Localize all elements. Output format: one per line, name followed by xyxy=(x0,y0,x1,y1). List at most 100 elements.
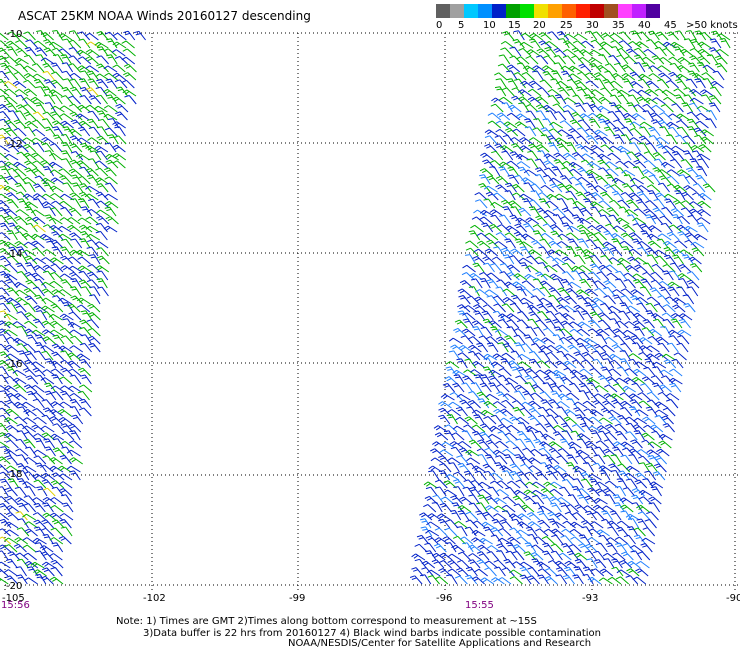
wind-barb xyxy=(6,465,20,473)
wind-barb xyxy=(513,273,528,281)
wind-barb xyxy=(15,209,30,217)
wind-barb xyxy=(97,286,109,297)
wind-barb xyxy=(567,441,582,449)
wind-barb xyxy=(608,368,622,377)
wind-barb xyxy=(0,88,10,97)
wind-barb xyxy=(539,79,553,89)
wind-barb xyxy=(645,345,660,353)
wind-barb xyxy=(580,471,594,481)
wind-barb xyxy=(666,399,679,409)
wind-barb xyxy=(659,126,671,137)
wind-barb xyxy=(13,119,27,129)
wind-barb xyxy=(22,537,37,545)
wind-barb xyxy=(603,119,617,129)
wind-barb xyxy=(603,558,615,569)
wind-barb xyxy=(96,278,108,289)
wind-barb xyxy=(502,296,517,305)
wind-barb xyxy=(548,447,562,457)
wind-barb xyxy=(493,408,507,417)
wind-barb xyxy=(539,391,553,401)
wind-barb xyxy=(658,72,672,81)
wind-barb xyxy=(596,328,610,337)
wind-barb xyxy=(549,488,564,497)
wind-barb xyxy=(49,416,63,425)
wind-barb xyxy=(438,414,451,425)
wind-barb xyxy=(588,57,603,65)
wind-barb xyxy=(426,569,441,577)
wind-barb xyxy=(0,400,11,409)
wind-barb xyxy=(498,54,511,65)
wind-barb xyxy=(486,272,501,281)
wind-barb xyxy=(50,105,65,113)
wind-barb xyxy=(496,391,509,401)
wind-barb xyxy=(449,441,464,449)
wind-barb xyxy=(14,182,27,193)
wind-barb xyxy=(80,286,93,297)
wind-barb xyxy=(584,302,596,313)
wind-barb xyxy=(15,110,27,121)
wind-barb xyxy=(502,134,515,145)
wind-barb xyxy=(674,240,688,249)
wind-barb xyxy=(488,223,502,233)
wind-barb xyxy=(498,367,512,377)
wind-barb xyxy=(478,183,491,193)
wind-barb xyxy=(482,256,496,265)
wind-barb xyxy=(461,328,476,337)
wind-barb xyxy=(457,288,471,297)
wind-barb xyxy=(122,48,136,57)
wind-barb xyxy=(465,574,478,585)
wind-barb xyxy=(660,326,672,337)
wind-barb xyxy=(689,88,703,97)
wind-barb xyxy=(657,182,670,193)
wind-barb xyxy=(0,160,11,169)
wind-barb xyxy=(502,288,516,297)
wind-barb xyxy=(679,249,694,257)
legend-label: 0 xyxy=(436,20,443,31)
wind-barb xyxy=(567,281,582,289)
wind-barb xyxy=(552,318,565,329)
wind-barb xyxy=(601,32,615,41)
wind-barb xyxy=(0,232,11,241)
wind-barb xyxy=(0,432,11,441)
wind-barb xyxy=(472,262,485,273)
wind-barb xyxy=(562,262,575,273)
wind-barb xyxy=(58,289,72,297)
wind-barb xyxy=(445,361,460,369)
wind-barb xyxy=(15,231,28,241)
wind-barb xyxy=(553,326,566,337)
wind-barb xyxy=(486,175,500,185)
wind-barb xyxy=(41,288,55,297)
wind-barb xyxy=(551,534,564,545)
wind-barb xyxy=(60,54,72,65)
wind-barb xyxy=(623,174,636,185)
wind-barb xyxy=(630,289,645,297)
wind-barb xyxy=(566,392,580,401)
wind-barb xyxy=(434,543,447,553)
wind-barb xyxy=(645,302,658,313)
wind-barb xyxy=(638,455,651,465)
wind-barb xyxy=(502,31,515,41)
wind-barb xyxy=(527,88,542,97)
wind-barb xyxy=(0,47,10,57)
wind-barb xyxy=(77,65,92,73)
wind-barb xyxy=(672,304,686,313)
wind-barb xyxy=(641,62,654,73)
wind-barb xyxy=(458,344,473,353)
wind-barb xyxy=(41,320,56,329)
wind-barb xyxy=(624,209,639,217)
wind-barb xyxy=(590,192,604,201)
wind-barb xyxy=(60,120,74,129)
wind-barb xyxy=(646,399,660,409)
wind-barb xyxy=(620,295,633,305)
wind-barb xyxy=(629,127,643,137)
wind-barb xyxy=(587,382,599,393)
wind-barb xyxy=(622,543,635,553)
wind-barb xyxy=(51,71,64,81)
wind-barb xyxy=(593,246,607,257)
wind-barb xyxy=(506,70,518,81)
wind-barb xyxy=(592,350,604,361)
wind-barb xyxy=(590,89,605,97)
wind-barb xyxy=(52,423,65,433)
wind-barb xyxy=(598,54,610,65)
wind-barb xyxy=(76,297,91,305)
